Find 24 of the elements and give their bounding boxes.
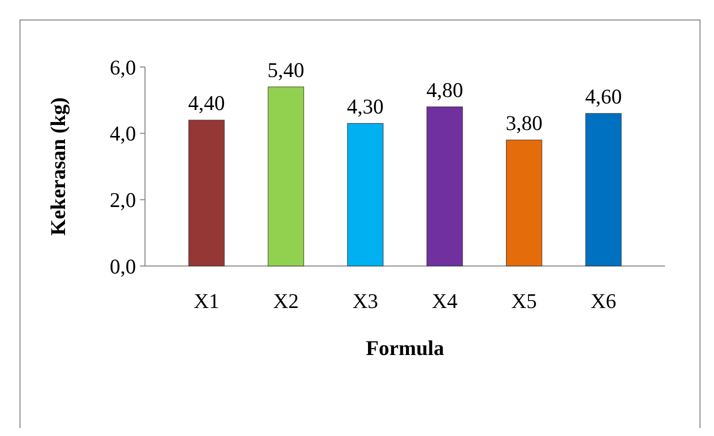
x-tick-label: X6: [590, 289, 616, 313]
data-label: 4,30: [346, 94, 384, 118]
x-axis-title: Formula: [366, 336, 445, 360]
x-tick-label: X5: [511, 289, 537, 313]
bar: [426, 106, 463, 266]
data-label: 5,40: [268, 58, 304, 82]
data-label: 4,60: [585, 84, 622, 108]
bar: [585, 113, 622, 266]
bar: [268, 86, 304, 266]
y-axis-title: Kekerasan (kg): [46, 97, 70, 236]
data-label: 4,80: [426, 78, 464, 102]
bar: [506, 140, 542, 266]
y-tick-label: 6,0: [110, 55, 136, 80]
y-tick-label: 4,0: [110, 122, 136, 146]
y-tick-label: 2,0: [110, 188, 136, 212]
y-tick-label: 0,0: [110, 254, 136, 278]
x-tick-label: X2: [273, 289, 299, 313]
bar: [188, 120, 225, 266]
x-tick-label: X4: [432, 289, 458, 313]
x-tick-label: X1: [194, 289, 220, 313]
bar: [347, 123, 384, 266]
data-label: 3,80: [506, 110, 542, 135]
x-tick-label: X3: [352, 289, 378, 313]
data-label: 4,40: [188, 91, 225, 116]
